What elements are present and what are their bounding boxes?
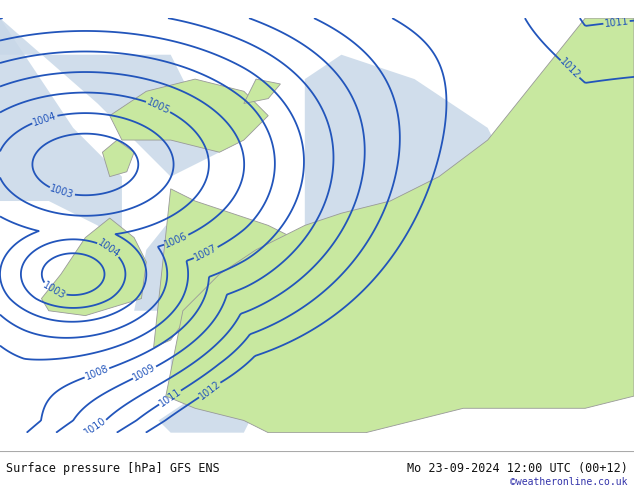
Polygon shape xyxy=(134,225,195,311)
Text: 1009: 1009 xyxy=(131,362,158,383)
Text: 1010: 1010 xyxy=(82,416,108,438)
Text: 1012: 1012 xyxy=(558,57,582,81)
Text: 1003: 1003 xyxy=(49,184,75,200)
Text: 1011: 1011 xyxy=(157,387,183,409)
Text: Mo 23-09-2024 12:00 UTC (00+12): Mo 23-09-2024 12:00 UTC (00+12) xyxy=(407,462,628,475)
Text: 1011: 1011 xyxy=(604,16,630,28)
Polygon shape xyxy=(305,55,512,311)
Text: 1006: 1006 xyxy=(163,231,190,250)
Text: 1005: 1005 xyxy=(145,97,172,116)
Text: 1004: 1004 xyxy=(32,110,58,127)
Text: 1012: 1012 xyxy=(197,379,223,401)
Text: 1007: 1007 xyxy=(193,243,219,263)
Text: 1003: 1003 xyxy=(41,280,67,301)
Text: Surface pressure [hPa] GFS ENS: Surface pressure [hPa] GFS ENS xyxy=(6,462,220,475)
Text: 1004: 1004 xyxy=(96,238,122,260)
Polygon shape xyxy=(110,79,268,152)
Text: 1008: 1008 xyxy=(84,364,110,382)
Polygon shape xyxy=(153,189,337,347)
Polygon shape xyxy=(171,311,366,384)
Polygon shape xyxy=(158,384,256,433)
Polygon shape xyxy=(244,79,280,103)
Text: ©weatheronline.co.uk: ©weatheronline.co.uk xyxy=(510,477,628,487)
Polygon shape xyxy=(0,18,122,250)
Polygon shape xyxy=(166,18,634,433)
Polygon shape xyxy=(103,140,134,176)
Polygon shape xyxy=(0,18,219,176)
Polygon shape xyxy=(41,218,146,316)
